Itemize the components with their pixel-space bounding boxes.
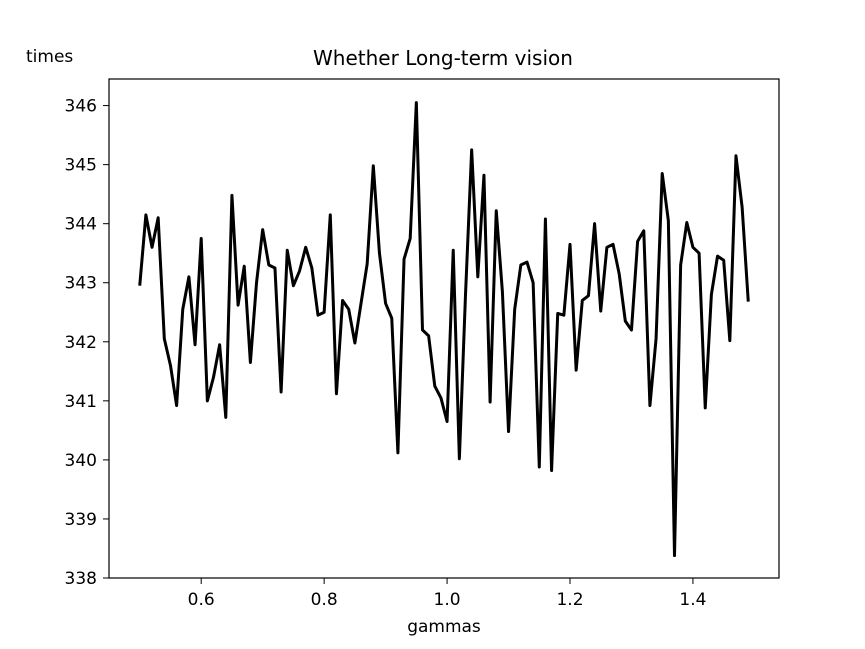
y-tick-label: 342 xyxy=(65,333,97,353)
series-line xyxy=(138,101,750,558)
x-axis-label: gammas xyxy=(407,617,481,637)
y-tick-label: 344 xyxy=(65,215,97,235)
y-tick-label: 346 xyxy=(65,97,97,117)
y-tick-label: 345 xyxy=(65,156,97,176)
data-series xyxy=(138,101,750,558)
y-tick-label: 341 xyxy=(65,392,97,412)
x-tick-label: 1.4 xyxy=(679,590,706,610)
x-tick-label: 0.8 xyxy=(311,590,338,610)
y-tick-label: 339 xyxy=(65,510,97,530)
y-tick-label: 340 xyxy=(65,451,97,471)
chart-title: Whether Long-term vision xyxy=(313,46,573,70)
x-tick-label: 1.2 xyxy=(556,590,583,610)
y-tick-label: 343 xyxy=(65,274,97,294)
x-tick-label: 1.0 xyxy=(434,590,461,610)
axis-ticks: 0.6 0.8 1.0 1.2 1.4 338 339 340 341 342 343 344 345 3… xyxy=(65,97,707,610)
y-tick-label: 338 xyxy=(65,569,97,589)
x-tick-label: 0.6 xyxy=(188,590,215,610)
y-axis-label: times xyxy=(26,47,73,67)
plot-frame xyxy=(108,78,780,579)
